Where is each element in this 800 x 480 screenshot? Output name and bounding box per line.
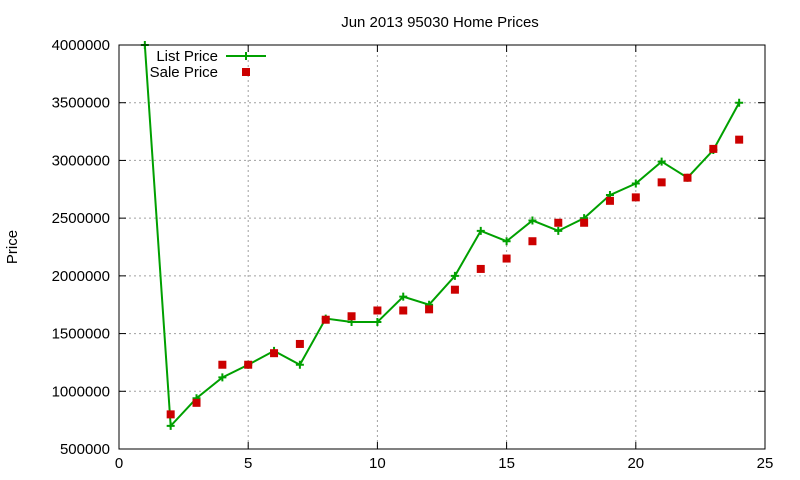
data-point	[166, 410, 175, 419]
chart-title: Jun 2013 95030 Home Prices	[341, 14, 539, 31]
data-point	[735, 135, 744, 144]
y-tick-label: 4000000	[52, 37, 110, 54]
y-tick-label: 500000	[60, 441, 110, 458]
data-point	[321, 315, 330, 324]
axis-ticks	[118, 44, 766, 450]
data-point	[502, 237, 511, 246]
y-axis-label: Price	[4, 230, 21, 264]
legend-label: List Price	[156, 48, 218, 65]
y-tick-label: 3500000	[52, 95, 110, 112]
data-point	[554, 218, 563, 227]
tick-labels: 0 5 10 15 20 25 500000 1000000 1500000 2000000 250…	[52, 37, 774, 472]
x-tick-label: 10	[369, 455, 386, 472]
y-tick-label: 2500000	[52, 210, 110, 227]
y-tick-label: 1000000	[52, 383, 110, 400]
data-point	[554, 226, 563, 235]
data-point	[528, 237, 537, 246]
x-tick-label: 5	[244, 455, 252, 472]
data-point	[631, 179, 640, 188]
y-tick-label: 2000000	[52, 268, 110, 285]
series-layer	[140, 41, 744, 430]
data-point	[218, 373, 227, 382]
data-point	[399, 292, 408, 301]
y-tick-label: 1500000	[52, 326, 110, 343]
data-point	[218, 360, 227, 369]
data-point	[295, 339, 304, 348]
x-tick-label: 20	[627, 455, 644, 472]
x-tick-label: 25	[757, 455, 774, 472]
data-point	[735, 98, 744, 107]
legend-label: Sale Price	[150, 64, 218, 81]
grid	[119, 45, 765, 449]
data-point	[373, 318, 382, 327]
x-tick-label: 0	[115, 455, 123, 472]
data-point	[244, 360, 253, 369]
data-point	[580, 218, 589, 227]
data-point	[347, 312, 356, 321]
data-point	[605, 196, 614, 205]
data-point	[657, 157, 666, 166]
legend-marker	[242, 68, 250, 76]
data-point	[476, 226, 485, 235]
data-point	[683, 173, 692, 182]
data-point	[450, 271, 459, 280]
data-point	[528, 216, 537, 225]
series-sale-price	[166, 135, 744, 419]
y-tick-label: 3000000	[52, 152, 110, 169]
data-point	[295, 360, 304, 369]
data-point	[657, 178, 666, 187]
data-point	[373, 306, 382, 315]
x-tick-label: 15	[498, 455, 515, 472]
series-list-price	[140, 41, 744, 430]
data-point	[502, 254, 511, 263]
data-point	[425, 305, 434, 314]
series-line	[143, 44, 741, 429]
data-point	[166, 421, 175, 430]
plot-frame	[118, 44, 766, 450]
data-point	[631, 193, 640, 202]
legend-marker	[242, 52, 250, 60]
data-point	[476, 264, 485, 273]
data-point	[709, 144, 718, 153]
data-point	[192, 398, 201, 407]
data-point	[399, 306, 408, 315]
data-point	[450, 285, 459, 294]
data-point	[270, 349, 279, 358]
